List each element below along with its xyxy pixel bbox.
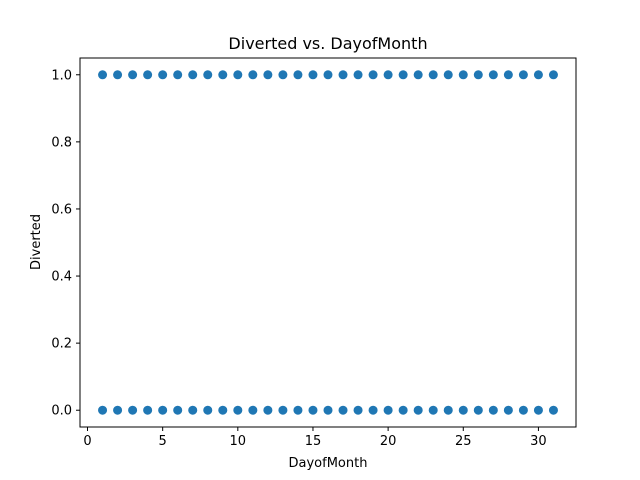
data-point [488,70,498,80]
x-axis-label: DayofMonth [289,456,368,471]
y-axis-ticks: 0.0 0.2 0.4 0.6 0.8 1.0 [51,68,80,419]
data-point [398,70,408,80]
data-point [398,405,408,415]
data-point [233,405,243,415]
x-tick-label: 20 [380,434,397,449]
data-point [413,70,423,80]
x-tick-label: 10 [230,434,247,449]
data-point [323,405,333,415]
data-point [248,405,258,415]
data-point [203,70,213,80]
data-point [308,70,318,80]
data-point [98,70,108,80]
data-point [188,405,198,415]
plot-frame [79,57,577,428]
data-point [503,70,513,80]
data-point [293,405,303,415]
data-point [353,70,363,80]
data-point [218,405,228,415]
y-tick-label: 0.6 [51,202,72,217]
data-point [173,70,183,80]
data-point [503,405,513,415]
data-point [263,405,273,415]
data-point [488,405,498,415]
data-point [473,70,483,80]
data-point [383,70,393,80]
data-point [98,405,108,415]
data-point [143,70,153,80]
data-point [158,405,168,415]
data-point [263,70,273,80]
y-tick-label: 0.8 [51,135,72,150]
data-point [308,405,318,415]
data-point [428,70,438,80]
data-point [353,405,363,415]
data-point [518,70,528,80]
y-tick-label: 1.0 [51,68,72,83]
data-point [158,70,168,80]
x-tick-label: 5 [159,434,167,449]
x-tick-label: 30 [530,434,547,449]
data-point [428,405,438,415]
y-axis-label: Diverted [29,214,44,270]
data-point [218,70,228,80]
data-point [278,70,288,80]
data-point [338,405,348,415]
data-point [233,70,243,80]
data-point [128,405,138,415]
data-point [533,405,543,415]
data-point [188,70,198,80]
data-point [128,70,138,80]
data-points [98,70,558,415]
data-point [143,405,153,415]
data-point [173,405,183,415]
x-axis-ticks: 0 5 10 15 20 25 30 [83,427,547,449]
data-point [443,70,453,80]
data-point [443,405,453,415]
data-point [278,405,288,415]
x-tick-label: 15 [305,434,322,449]
data-point [338,70,348,80]
x-tick-label: 25 [455,434,472,449]
data-point [368,405,378,415]
data-point [323,70,333,80]
data-point [473,405,483,415]
y-tick-label: 0.4 [51,270,72,285]
data-point [383,405,393,415]
chart-title: Diverted vs. DayofMonth [228,34,427,53]
data-point [368,70,378,80]
data-point [293,70,303,80]
data-point [113,70,123,80]
data-point [548,405,558,415]
y-tick-label: 0.0 [51,404,72,419]
data-point [458,70,468,80]
data-point [548,70,558,80]
data-point [533,70,543,80]
x-tick-label: 0 [83,434,91,449]
data-point [113,405,123,415]
data-point [413,405,423,415]
y-tick-label: 0.2 [51,337,72,352]
data-point [518,405,528,415]
data-point [203,405,213,415]
data-point [248,70,258,80]
data-point [458,405,468,415]
